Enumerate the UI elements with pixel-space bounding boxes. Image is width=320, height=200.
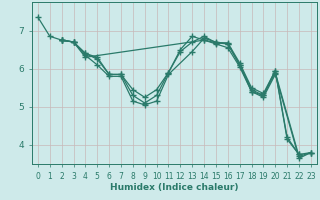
- X-axis label: Humidex (Indice chaleur): Humidex (Indice chaleur): [110, 183, 239, 192]
